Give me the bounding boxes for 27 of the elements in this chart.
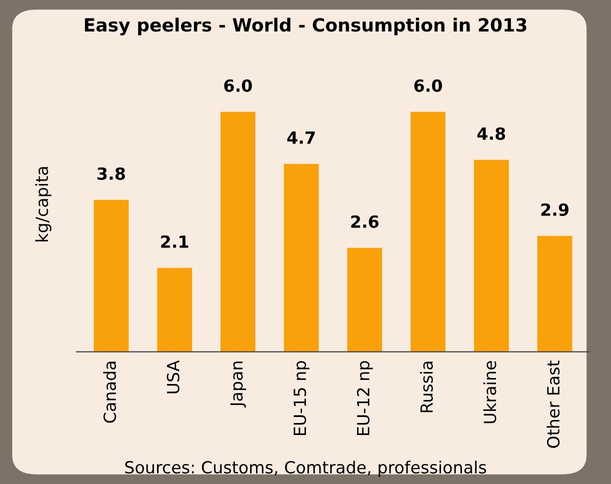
bar <box>474 160 509 352</box>
data-label: 6.0 <box>414 79 442 92</box>
data-label: 3.8 <box>98 167 125 180</box>
bar <box>157 268 192 352</box>
data-label: 4.8 <box>477 127 506 140</box>
x-tick-label: USA <box>166 360 180 394</box>
bar <box>410 112 446 352</box>
x-tick-label: Canada <box>103 362 116 423</box>
x-tick-label: EU-12 np <box>356 361 373 435</box>
x-tick-label: Other East <box>546 360 560 448</box>
bar <box>94 200 129 352</box>
data-label: 2.6 <box>351 215 379 228</box>
bar <box>220 112 256 352</box>
bar <box>284 164 319 352</box>
bar <box>537 236 572 352</box>
bar <box>347 248 382 352</box>
x-tick-label: EU-15 np <box>294 361 310 435</box>
y-axis-title: kg/capita <box>35 167 52 242</box>
x-tick-label: Russia <box>420 362 433 412</box>
data-label: 6.0 <box>224 79 252 92</box>
data-label: 2.9 <box>541 203 568 216</box>
data-label: 4.7 <box>287 132 315 144</box>
x-tick-label: Japan <box>230 362 246 408</box>
source-note: Sources: Customs, Comtrade, professionals <box>125 460 486 477</box>
chart-title: Easy peelers - World - Consumption in 2013 <box>84 18 526 36</box>
x-tick-label: Ukraine <box>483 361 496 424</box>
data-label: 2.1 <box>161 235 188 248</box>
